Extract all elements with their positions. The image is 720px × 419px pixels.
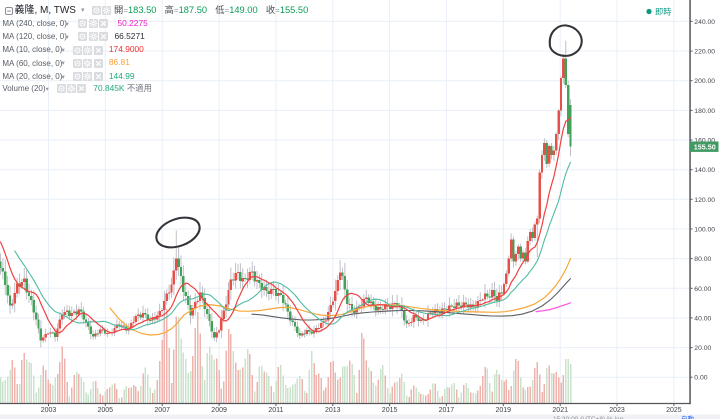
svg-text:80.00: 80.00 (694, 256, 711, 263)
svg-text:20.00: 20.00 (694, 345, 711, 352)
svg-text:140.00: 140.00 (694, 167, 715, 174)
svg-text:2023: 2023 (609, 407, 625, 414)
svg-text:自動: 自動 (681, 414, 695, 419)
svg-text:2021: 2021 (552, 407, 568, 414)
svg-text:40.00: 40.00 (694, 315, 711, 322)
svg-text:2013: 2013 (325, 407, 341, 414)
svg-text:60.00: 60.00 (694, 286, 711, 293)
svg-text:2011: 2011 (268, 407, 283, 414)
svg-text:2015: 2015 (382, 407, 398, 414)
svg-text:2003: 2003 (41, 407, 57, 414)
svg-text:即時: 即時 (655, 8, 671, 17)
svg-text:2009: 2009 (211, 407, 227, 414)
svg-text:240.00: 240.00 (694, 19, 715, 26)
svg-text:15:30:00 (UTC+8) % log: 15:30:00 (UTC+8) % log (553, 416, 624, 419)
svg-text:160.00: 160.00 (694, 138, 715, 145)
svg-text:100.00: 100.00 (694, 227, 715, 234)
svg-text:0.00: 0.00 (694, 375, 707, 382)
svg-text:2019: 2019 (496, 407, 512, 414)
svg-text:2005: 2005 (98, 407, 114, 414)
svg-text:2025: 2025 (666, 407, 682, 414)
svg-text:120.00: 120.00 (694, 197, 715, 204)
svg-text:155.50: 155.50 (694, 142, 716, 151)
svg-text:2017: 2017 (439, 407, 455, 414)
svg-text:2007: 2007 (154, 407, 170, 414)
svg-text:220.00: 220.00 (694, 49, 715, 56)
svg-text:200.00: 200.00 (694, 78, 715, 85)
svg-text:180.00: 180.00 (694, 108, 715, 115)
